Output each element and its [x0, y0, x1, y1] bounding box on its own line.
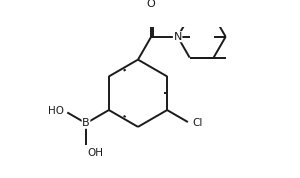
Text: OH: OH [87, 148, 103, 158]
Text: Cl: Cl [193, 118, 203, 128]
Text: N: N [173, 32, 182, 42]
Text: O: O [147, 0, 156, 9]
Text: HO: HO [48, 106, 64, 116]
Text: B: B [82, 118, 90, 128]
